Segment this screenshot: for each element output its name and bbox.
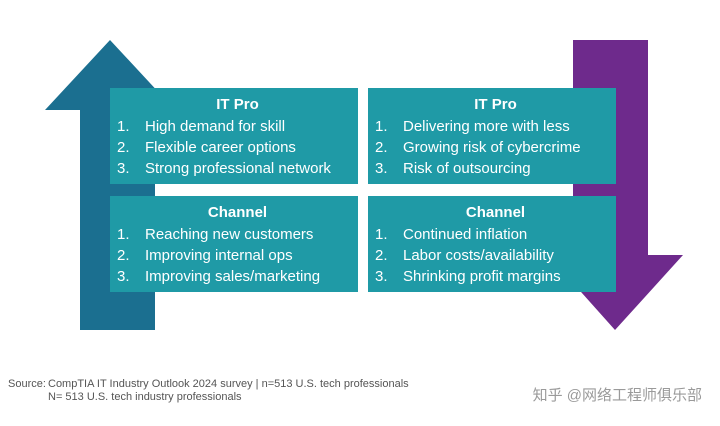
list-item: 2. Improving internal ops [117, 247, 293, 264]
list-item: 2. Flexible career options [117, 139, 296, 156]
box-it-pro-positive: IT Pro 1. High demand for skill 2. Flexibl… [110, 88, 358, 184]
list-item: 1. Continued inflation [375, 226, 528, 243]
box-it-pro-negative: IT Pro 1. Delivering more with less 2. Gro… [368, 88, 616, 184]
list-item: 3. Strong professional network [117, 160, 331, 177]
list-item: 2. Growing risk of cybercrime [375, 139, 581, 156]
list-item: 1. High demand for skill [117, 118, 286, 135]
list-item: 1. Delivering more with less [375, 118, 570, 135]
box-title: IT Pro [474, 96, 517, 113]
watermark: 知乎 @网络工程师俱乐部 [532, 387, 702, 404]
list-item: 3. Shrinking profit margins [375, 268, 561, 285]
source-note: Source: CompTIA IT Industry Outlook 2024 … [8, 378, 409, 404]
list-item: 1. Reaching new customers [117, 226, 314, 243]
box-title: Channel [465, 204, 526, 221]
source-line-1: CompTIA IT Industry Outlook 2024 survey … [48, 378, 409, 390]
box-channel-negative: Channel 1. Continued inflation 2. Labor co… [368, 196, 616, 292]
box-list: 1. High demand for skill 2. Flexible caree… [117, 116, 358, 179]
box-title: Channel [207, 204, 268, 221]
box-list: 1. Reaching new customers 2. Improving int… [117, 224, 358, 287]
list-item: 3. Improving sales/marketing [117, 268, 321, 285]
box-list: 1. Delivering more with less 2. Growing ri… [375, 116, 616, 179]
list-item: 2. Labor costs/availability [375, 247, 554, 264]
source-line-2: N= 513 U.S. tech industry professionals [48, 391, 242, 403]
box-channel-positive: Channel 1. Reaching new customers 2. Impro… [110, 196, 358, 292]
source-label: Source: [8, 378, 46, 390]
box-title: IT Pro [216, 96, 259, 113]
box-list: 1. Continued inflation 2. Labor costs/avai… [375, 224, 616, 287]
list-item: 3. Risk of outsourcing [375, 160, 531, 177]
